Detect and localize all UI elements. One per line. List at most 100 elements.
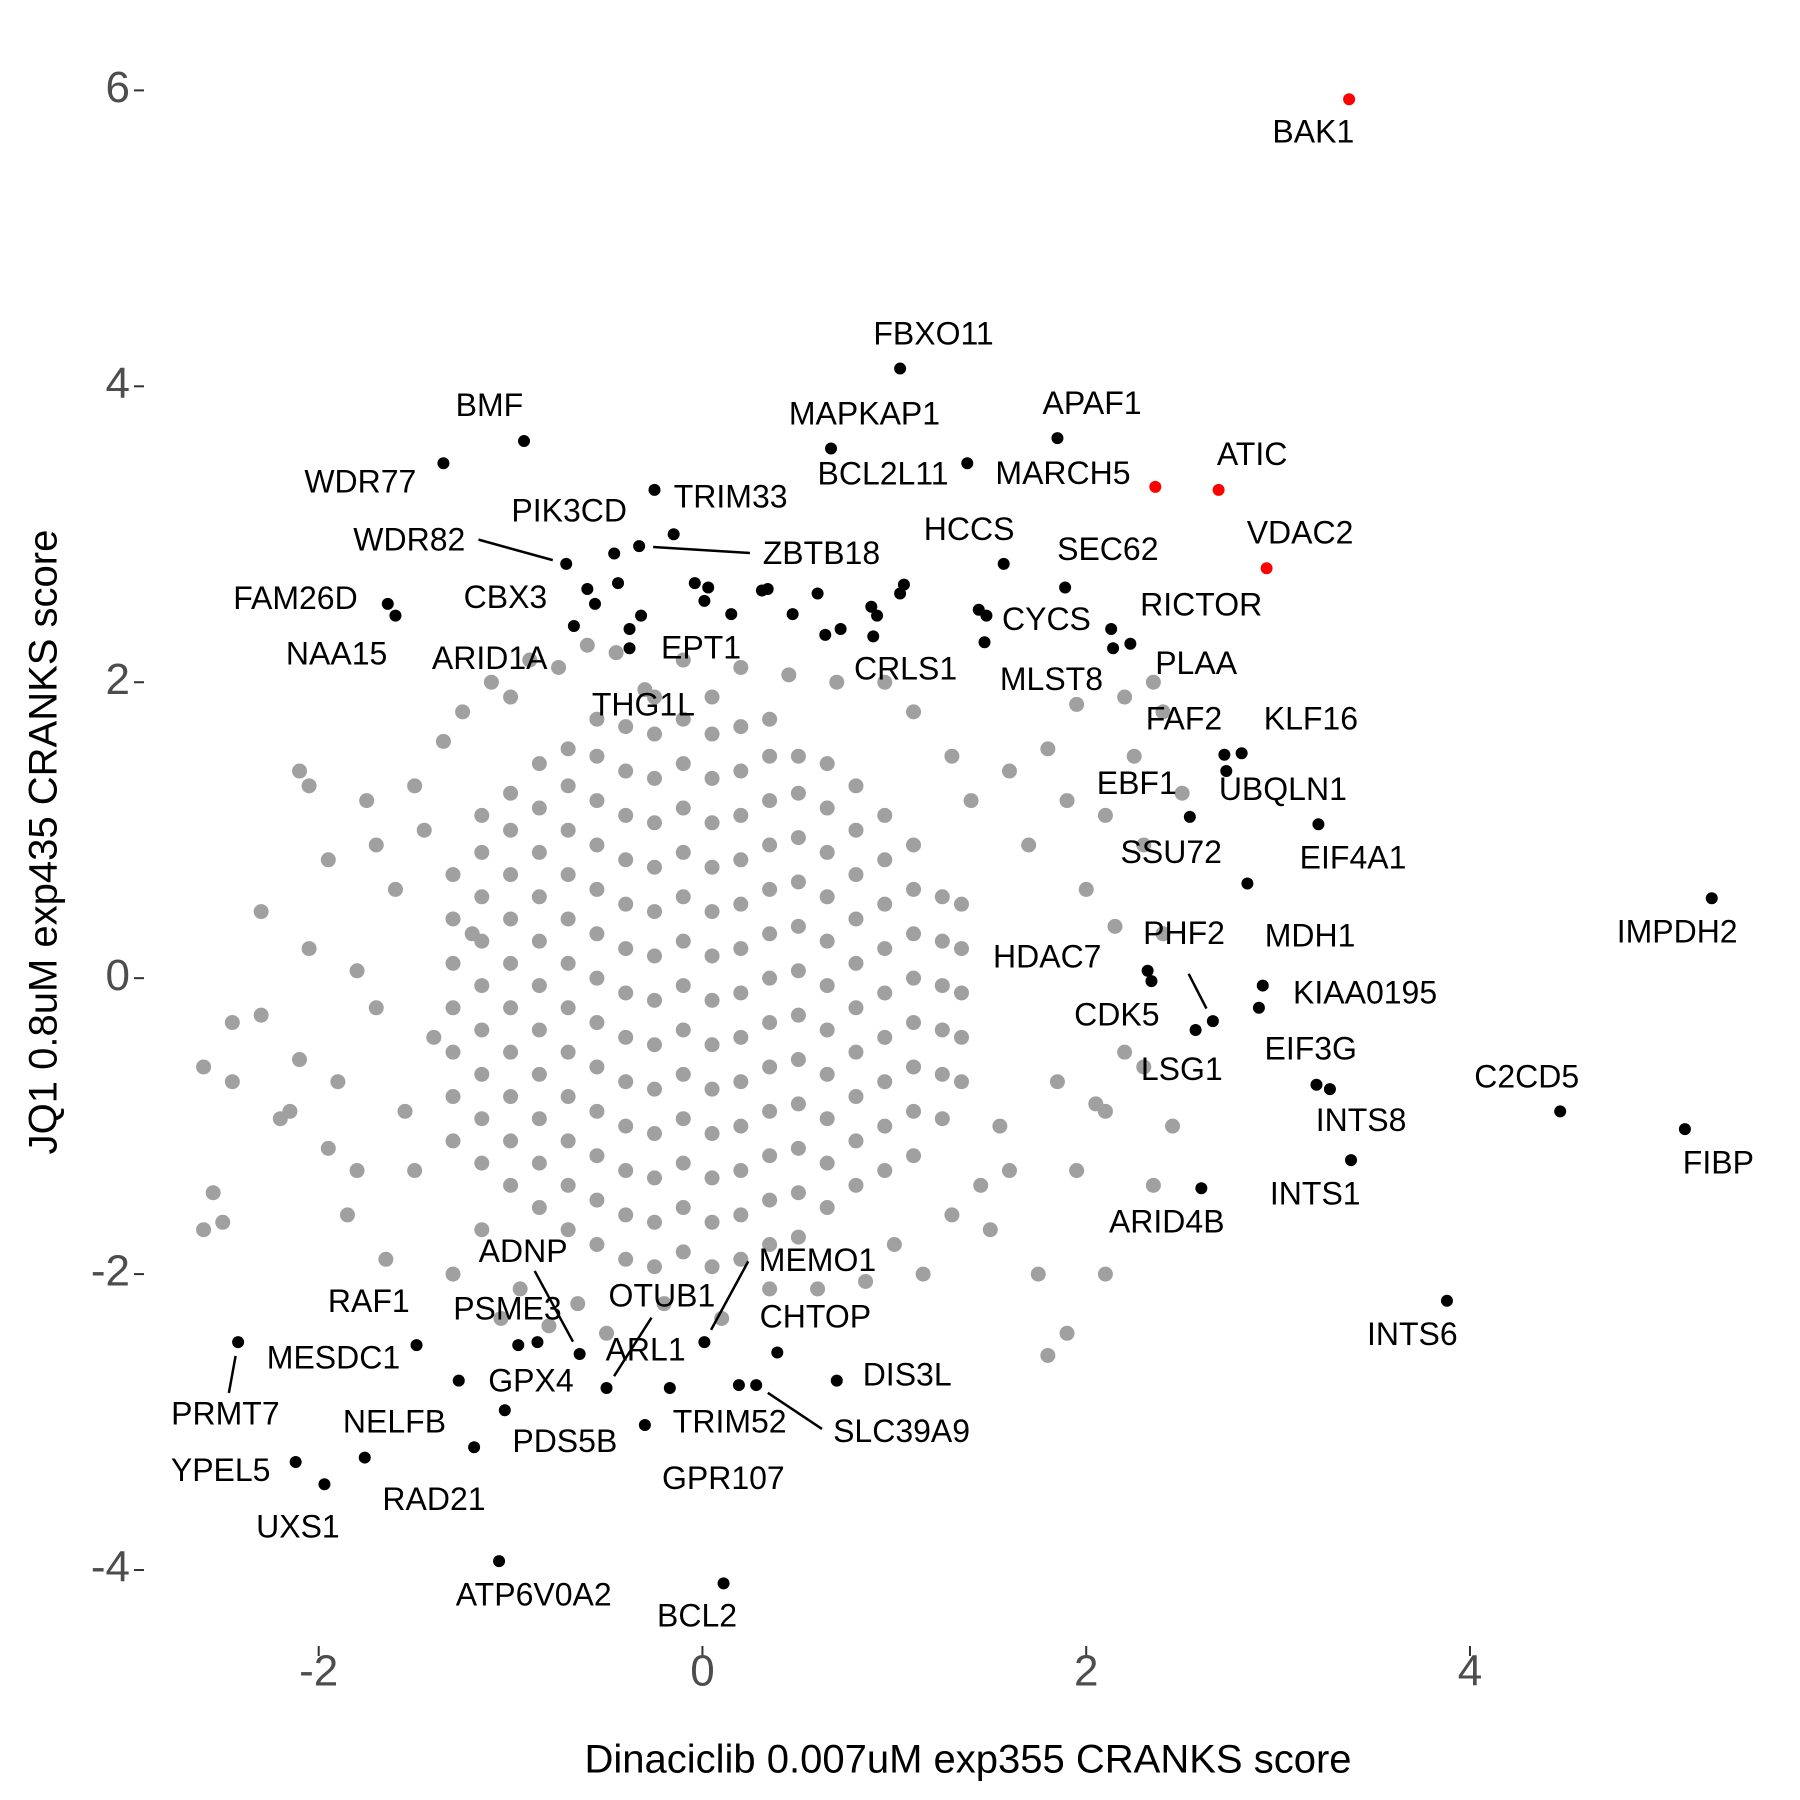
data-point xyxy=(426,1029,442,1045)
data-point xyxy=(762,1237,778,1252)
point-label: SLC39A9 xyxy=(833,1413,970,1449)
data-point xyxy=(790,963,806,979)
data-point xyxy=(733,763,749,779)
data-point xyxy=(253,904,269,920)
leader-line xyxy=(227,1355,237,1394)
point-label: ARID4B xyxy=(1109,1203,1225,1239)
data-point xyxy=(474,1111,490,1127)
data-point xyxy=(646,1214,662,1230)
data-point xyxy=(1107,918,1123,934)
data-point xyxy=(1260,562,1273,575)
data-point xyxy=(1141,964,1154,977)
data-point xyxy=(819,844,835,860)
data-point xyxy=(503,822,519,838)
data-point xyxy=(675,1022,691,1038)
data-point xyxy=(1097,807,1113,823)
data-point xyxy=(301,941,317,957)
data-point xyxy=(589,711,605,727)
data-point xyxy=(560,955,576,971)
data-point xyxy=(954,985,969,1001)
data-point xyxy=(848,1089,864,1105)
point-label: VDAC2 xyxy=(1247,514,1354,550)
leader-line xyxy=(653,545,750,555)
data-point xyxy=(381,597,394,610)
data-point xyxy=(954,896,969,912)
data-point xyxy=(934,1066,950,1082)
leader-line xyxy=(709,1260,750,1331)
data-point xyxy=(215,1214,231,1230)
data-point xyxy=(387,881,403,897)
data-point xyxy=(675,978,691,994)
data-point xyxy=(675,756,691,772)
data-point xyxy=(790,1229,806,1245)
data-point xyxy=(934,889,950,905)
data-point xyxy=(978,636,991,649)
data-point xyxy=(551,659,567,675)
point-label: IMPDH2 xyxy=(1617,913,1738,949)
point-label: CDK5 xyxy=(1074,996,1159,1032)
data-point xyxy=(493,1555,506,1568)
data-point xyxy=(389,609,402,622)
data-point xyxy=(618,719,634,735)
y-tick-label: -4 xyxy=(91,1543,130,1592)
data-point xyxy=(464,926,480,942)
data-point xyxy=(761,583,774,596)
data-point xyxy=(997,557,1010,570)
data-point xyxy=(675,711,691,727)
point-label: ADNP xyxy=(479,1233,568,1269)
data-point xyxy=(934,933,950,949)
data-point xyxy=(637,682,653,698)
data-point xyxy=(368,837,384,853)
data-point xyxy=(560,778,576,794)
data-point xyxy=(688,577,701,590)
data-point xyxy=(589,1103,605,1119)
data-point xyxy=(954,1074,969,1090)
data-point xyxy=(541,1318,557,1334)
point-label: GPX4 xyxy=(488,1363,573,1399)
data-point xyxy=(646,1037,662,1053)
data-point xyxy=(1021,837,1037,853)
point-label: FAF2 xyxy=(1146,701,1222,737)
data-point xyxy=(992,1118,1008,1134)
point-label: NELFB xyxy=(343,1404,446,1440)
data-point xyxy=(733,852,749,868)
x-tick-label: 2 xyxy=(1074,1647,1098,1696)
point-label: KIAA0195 xyxy=(1293,975,1437,1011)
data-point xyxy=(445,867,461,883)
data-point xyxy=(848,955,864,971)
data-point xyxy=(573,1347,586,1360)
data-point xyxy=(503,785,519,801)
data-point xyxy=(894,587,907,600)
data-point xyxy=(733,1118,749,1134)
point-label: FAM26D xyxy=(233,580,357,616)
data-point xyxy=(579,637,595,653)
data-point xyxy=(397,1103,413,1119)
data-point xyxy=(646,726,662,742)
data-point xyxy=(253,1007,269,1023)
data-point xyxy=(786,608,799,621)
y-tick-label: 0 xyxy=(106,951,130,1000)
data-point xyxy=(531,889,547,905)
point-label: PLAA xyxy=(1155,645,1237,681)
data-point xyxy=(618,941,634,957)
data-point xyxy=(848,822,864,838)
data-point xyxy=(531,1066,547,1082)
data-point xyxy=(829,674,845,690)
data-point xyxy=(196,1222,212,1238)
data-point xyxy=(675,933,691,949)
data-point xyxy=(733,1251,749,1267)
data-point xyxy=(498,1404,511,1417)
data-point xyxy=(733,719,749,735)
data-point xyxy=(1345,1154,1358,1167)
data-point xyxy=(704,726,720,742)
data-point xyxy=(512,1339,525,1352)
data-point xyxy=(618,852,634,868)
data-point xyxy=(906,1148,922,1164)
data-point xyxy=(339,1207,355,1223)
data-point xyxy=(848,778,864,794)
point-label: PDS5B xyxy=(512,1423,617,1459)
data-point xyxy=(704,1037,720,1053)
data-point xyxy=(877,852,893,868)
data-point xyxy=(877,941,893,957)
data-point xyxy=(646,1259,662,1275)
